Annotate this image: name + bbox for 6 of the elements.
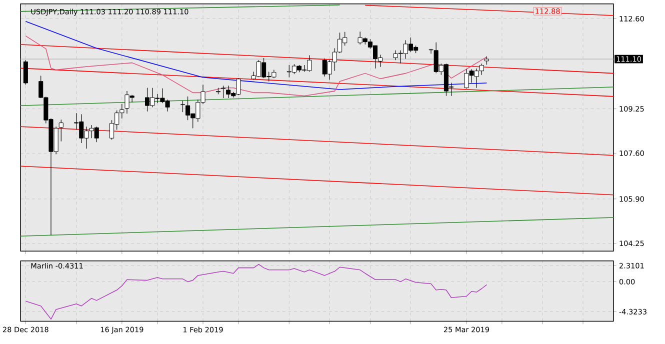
line-series: [25, 264, 488, 320]
candlestick: [23, 60, 28, 86]
candlestick: [180, 100, 186, 113]
candlestick: [58, 119, 64, 142]
line-series: [25, 21, 488, 90]
candlestick: [221, 86, 226, 99]
